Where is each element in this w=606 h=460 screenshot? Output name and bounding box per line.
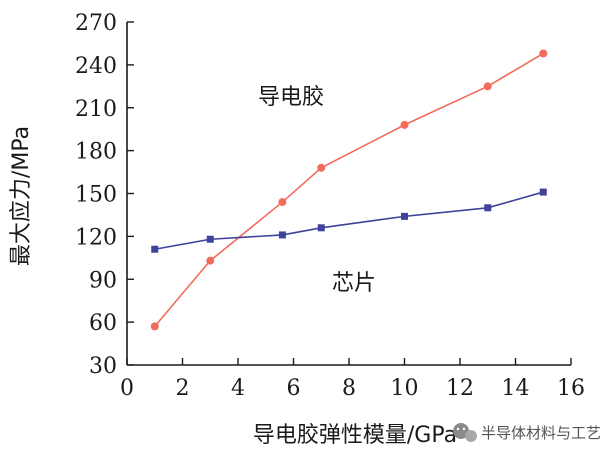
data-point [317,224,325,232]
data-point [206,235,214,243]
y-tick-label: 150 [75,183,117,208]
x-tick-label: 6 [287,376,301,401]
data-point [484,204,492,212]
x-tick-label: 2 [176,376,190,401]
data-point [483,82,492,91]
x-tick-label: 4 [231,376,245,401]
axes [126,22,571,366]
data-point [539,188,547,196]
y-ticks: 30 60 90 120 150 180 210 240 270 [75,11,134,379]
y-tick-label: 240 [75,54,117,79]
series-1 [151,188,547,253]
x-tick-label: 16 [557,376,585,401]
data-point [401,212,408,220]
y-tick-label: 90 [89,268,117,293]
series-0 [150,49,548,331]
y-tick-label: 120 [75,225,117,250]
y-tick-label: 30 [89,354,117,379]
y-tick-label: 60 [89,311,117,336]
series-layer [150,49,548,331]
x-tick-label: 8 [342,376,356,401]
data-point [278,231,286,239]
series-label-conductive-adhesive: 导电胶 [258,85,324,110]
data-point [539,49,548,58]
data-point [317,163,326,172]
x-tick-label: 12 [446,376,474,401]
y-tick-label: 270 [75,11,117,36]
x-tick-label: 14 [502,376,530,401]
y-tick-label: 210 [75,97,117,122]
data-point [400,120,409,129]
y-tick-label: 180 [75,140,117,165]
x-tick-label: 0 [120,376,134,401]
x-axis-title: 导电胶弹性模量/GPa [253,423,457,448]
watermark: 半导体材料与工艺 [453,423,601,442]
x-tick-label: 10 [391,376,419,401]
data-point [150,322,159,331]
series-label-chip: 芯片 [332,271,376,296]
data-point [206,256,215,265]
y-axis-title: 最大应力/MPa [9,126,34,266]
watermark-text: 半导体材料与工艺 [481,424,601,442]
data-point [151,245,159,253]
data-point [278,198,287,207]
x-ticks: 0 2 4 6 8 10 12 14 16 [120,358,585,401]
wechat-icon [453,423,477,442]
